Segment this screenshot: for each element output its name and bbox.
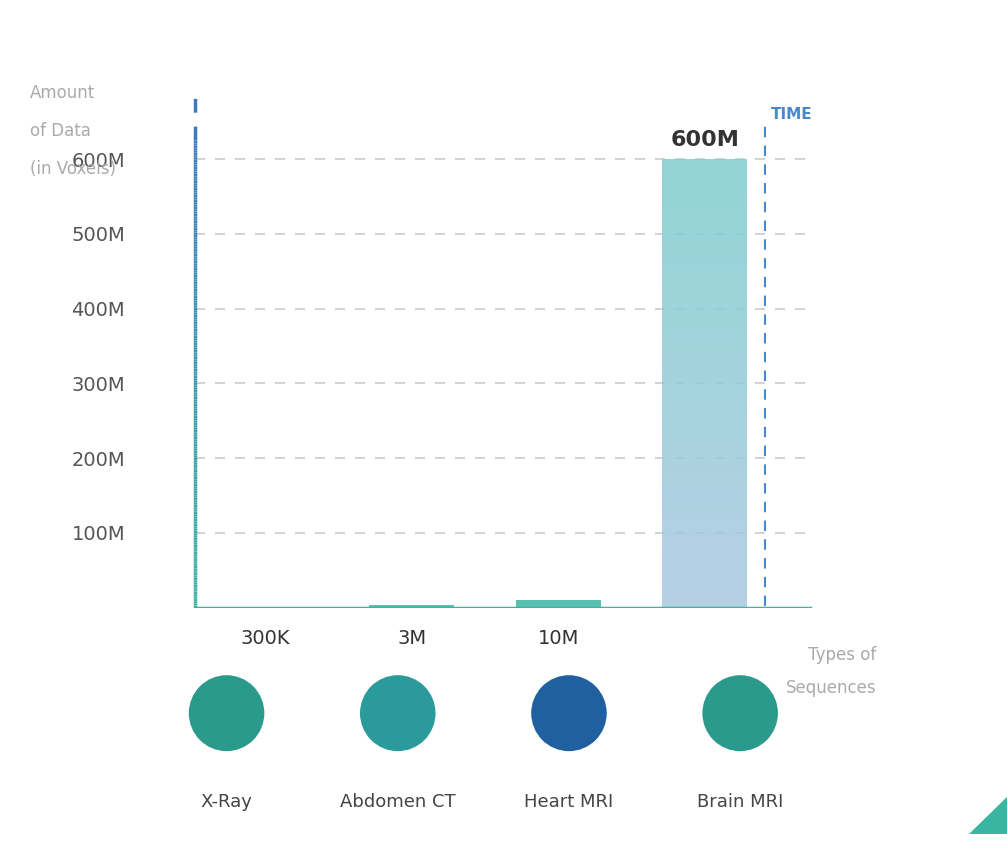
Text: X-Ray: X-Ray bbox=[200, 793, 253, 811]
Text: Heart MRI: Heart MRI bbox=[525, 793, 613, 811]
Text: Amount: Amount bbox=[30, 84, 96, 102]
Text: 300K: 300K bbox=[241, 629, 290, 647]
Bar bbox=[370, 605, 454, 608]
Bar bbox=[516, 600, 601, 608]
Text: (in Voxels): (in Voxels) bbox=[30, 160, 116, 178]
Text: Sequences: Sequences bbox=[785, 679, 876, 697]
Text: TIME: TIME bbox=[770, 107, 813, 122]
Text: 10M: 10M bbox=[538, 629, 579, 647]
Text: Types of: Types of bbox=[808, 646, 876, 663]
Text: Abdomen CT: Abdomen CT bbox=[340, 793, 455, 811]
Text: 600M: 600M bbox=[671, 130, 739, 150]
Text: Brain MRI: Brain MRI bbox=[697, 793, 783, 811]
Text: of Data: of Data bbox=[30, 122, 91, 140]
Text: 3M: 3M bbox=[398, 629, 427, 647]
